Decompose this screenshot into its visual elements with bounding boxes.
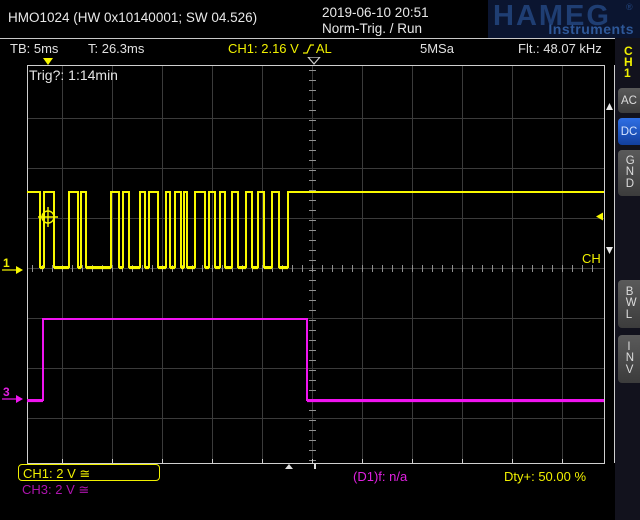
ch3-reference-marker: 3 (3, 385, 10, 399)
d1-frequency-readout: (D1)f: n/a (353, 469, 408, 484)
channel-clipped-label: CH (582, 251, 601, 266)
coupling-ac-button[interactable]: AC (618, 88, 640, 113)
graticule-border (27, 65, 605, 464)
coupling-dc-button[interactable]: DC (618, 118, 640, 145)
ch1-scale-box (18, 464, 160, 481)
bandwidth-limit-button[interactable]: BWL (618, 280, 640, 328)
scroll-up-icon (606, 103, 613, 110)
logo-subtitle: Instruments (548, 21, 634, 37)
duty-cycle-readout: Dty+: 50.00 % (504, 469, 587, 484)
samplerate-readout: 5MSa (420, 41, 454, 56)
trigger-source-label: CH1: 2.16 V (228, 41, 299, 56)
top-bar: HMO1024 (HW 0x10140001; SW 04.526) 2019-… (0, 0, 640, 38)
ch1-trace (27, 191, 604, 268)
scroll-down-icon (606, 247, 613, 254)
ch3-scale-readout: CH3: 2 V ≅ (22, 482, 90, 497)
trigger-time-marker (43, 58, 53, 65)
ch1-reference-marker: 1 (3, 256, 10, 270)
ch1-scale-readout: CH1: 2 V ≅ (23, 466, 91, 481)
filter-readout: Flt.: 48.07 kHz (518, 41, 602, 56)
trigger-wait-status: Trig?: 1:14min (29, 67, 118, 83)
trigger-level-marker (596, 212, 603, 221)
coupling-gnd-button[interactable]: GND (618, 150, 640, 196)
time-reference-marker (306, 56, 322, 65)
trigger-mode-label: AL (315, 41, 332, 56)
rising-edge-icon (302, 43, 314, 54)
status-bar: TB: 5ms T: 26.3ms CH1: 2.16 V AL 5MSa Fl… (0, 38, 640, 57)
ch1-ref-arrow-icon (16, 266, 23, 274)
ch3-ref-arrow-icon (16, 395, 23, 403)
acquisition-status: Norm-Trig. / Run (322, 21, 423, 36)
ch3-trace (27, 318, 604, 401)
time-offset-readout: T: 26.3ms (88, 41, 145, 56)
device-title: HMO1024 (HW 0x10140001; SW 04.526) (8, 10, 258, 25)
h-reference-marker (314, 464, 316, 469)
logo-brand: HAMEG (493, 0, 611, 32)
sidebar-channel-label: CH1 (624, 44, 633, 80)
hameg-logo: HAMEG ® Instruments (488, 0, 640, 38)
trigger-crosshair-icon (41, 210, 55, 224)
trigger-readout: CH1: 2.16 V AL (228, 41, 332, 56)
datetime: 2019-06-10 20:51 (322, 5, 429, 20)
invert-button[interactable]: INV (618, 335, 640, 383)
softmenu-sidebar: CH1 AC DC GND BWL INV (615, 38, 640, 520)
registered-icon: ® (626, 2, 633, 12)
h-position-marker (285, 464, 293, 469)
timebase-readout: TB: 5ms (10, 41, 59, 56)
